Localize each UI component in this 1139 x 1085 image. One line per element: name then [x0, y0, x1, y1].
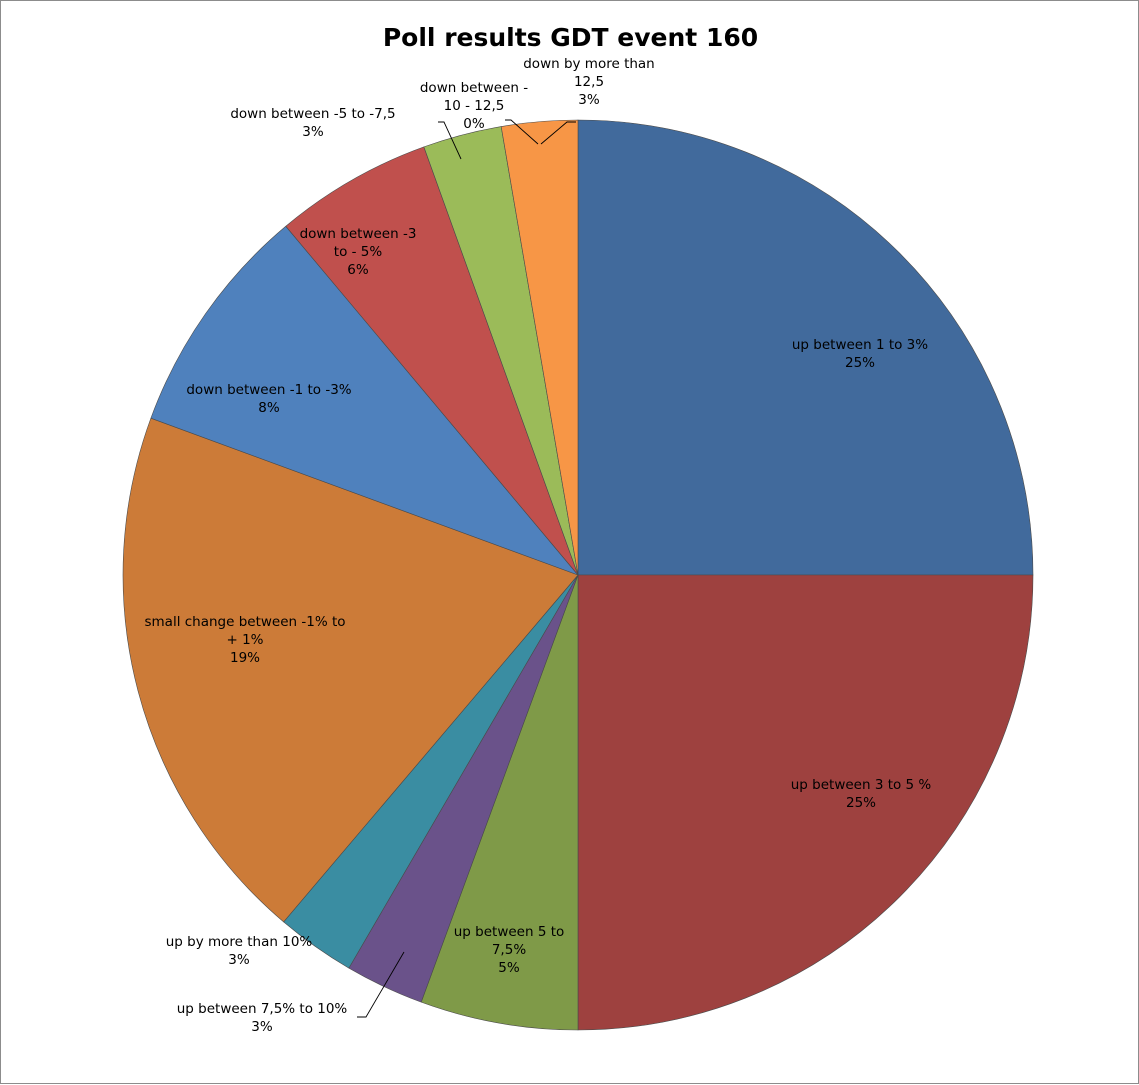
slice-label-line: up between 1 to 3% [792, 337, 928, 353]
leader-line-8 [438, 121, 462, 160]
slice-label-line: 3% [228, 952, 250, 968]
slice-label-line: 25% [845, 355, 875, 371]
slice-label-line: down between -1 to -3% [186, 382, 351, 398]
slice-label-line: to - 5% [334, 244, 383, 260]
slice-label-line: + 1% [226, 632, 263, 648]
slice-label-line: 25% [846, 795, 876, 811]
pie-slice-1 [577, 574, 1034, 1031]
slice-label-1: up between 3 to 5 % 25% [791, 777, 932, 811]
pie-slice-6 [150, 225, 579, 576]
slice-label-3: up between 7,5% to 10% 3% [177, 1001, 348, 1035]
slice-label-line: up between 5 to [454, 924, 565, 940]
slice-label-line: 7,5% [492, 942, 526, 958]
slice-label-line: 10 - 12,5 [444, 98, 505, 114]
slice-label-line: 3% [578, 92, 600, 108]
slices-layer [122, 119, 1034, 1031]
slice-label-line: 5% [498, 960, 520, 976]
slice-label-9: down between - 10 - 12,5 0% [420, 80, 528, 132]
chart-title: Poll results GDT event 160 [382, 23, 759, 52]
labels-layer: up between 1 to 3% 25%up between 3 to 5 %… [144, 56, 931, 1035]
slice-label-line: up between 3 to 5 % [791, 777, 932, 793]
slice-label-line: down between -3 [300, 226, 417, 242]
slice-label-line: small change between -1% to [144, 614, 345, 630]
slice-label-7: down between -3 to - 5% 6% [300, 226, 417, 278]
slice-label-line: 0% [463, 116, 485, 132]
leader-line-9 [505, 119, 539, 145]
pie-slice-7 [285, 146, 579, 576]
slice-label-10: down by more than 12,5 3% [523, 56, 655, 108]
slice-label-6: down between -1 to -3% 8% [186, 382, 351, 416]
leader-line-3 [357, 951, 405, 1018]
slice-label-line: down by more than [523, 56, 655, 72]
slice-label-4: up by more than 10% 3% [166, 934, 313, 968]
slice-label-line: 12,5 [574, 74, 604, 90]
slice-label-line: up between 7,5% to 10% [177, 1001, 348, 1017]
leader-line-10 [540, 121, 576, 145]
slice-label-line: 19% [230, 650, 260, 666]
slice-label-5: small change between -1% to + 1% 19% [144, 614, 345, 666]
slice-label-2: up between 5 to 7,5% 5% [454, 924, 565, 976]
slice-label-line: up by more than 10% [166, 934, 313, 950]
slice-label-8: down between -5 to -7,5 3% [230, 106, 395, 140]
pie-slice-2 [420, 574, 579, 1031]
slice-label-line: 3% [251, 1019, 273, 1035]
slice-label-line: 8% [258, 400, 280, 416]
pie-slice-10 [500, 119, 579, 576]
slice-label-line: down between -5 to -7,5 [230, 106, 395, 122]
pie-slice-0 [577, 119, 1034, 576]
leaders-layer [357, 119, 576, 1018]
slice-label-line: 6% [347, 262, 369, 278]
slice-label-0: up between 1 to 3% 25% [792, 337, 928, 371]
pie-slice-5 [122, 417, 579, 923]
slice-label-line: down between - [420, 80, 528, 96]
slice-label-line: 3% [302, 124, 324, 140]
